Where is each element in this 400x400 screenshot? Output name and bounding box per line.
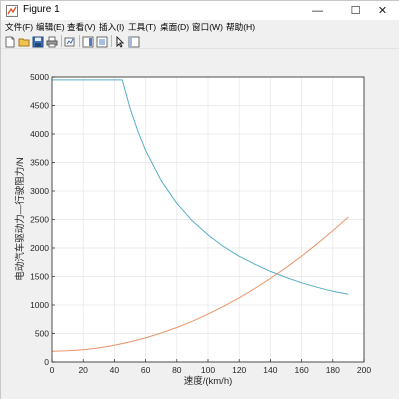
x-tick-label: 140 <box>263 365 277 375</box>
y-axis-label: 电动汽车驱动力—行驶阻力/N <box>14 157 26 281</box>
menu-bar: 文件(F) 编辑(E) 查看(V) 插入(I) 工具(T) 桌面(D) 窗口(W… <box>1 20 399 34</box>
axis-ticks: 0 20 40 60 80 100 120 140 160 180 2000500100015002… <box>30 72 371 375</box>
menu-edit[interactable]: 编辑(E) <box>36 22 65 32</box>
y-tick-label: 500 <box>35 329 49 339</box>
y-tick-label: 2000 <box>30 243 49 253</box>
close-button[interactable]: ✕ <box>377 5 388 17</box>
window-title: Figure 1 <box>23 4 60 15</box>
plot-tools-icon[interactable] <box>128 35 140 48</box>
x-tick-label: 200 <box>357 365 371 375</box>
minimize-button[interactable]: — <box>312 4 323 17</box>
y-tick-label: 3500 <box>30 158 49 168</box>
y-tick-label: 3000 <box>30 186 49 196</box>
print-icon[interactable] <box>46 35 58 48</box>
legend-icon[interactable] <box>96 35 108 48</box>
x-tick-label: 80 <box>172 365 182 375</box>
menu-window[interactable]: 窗口(W) <box>192 22 224 32</box>
line-chart[interactable]: 0 20 40 60 80 100 120 140 160 180 2000500100015002… <box>1 49 399 399</box>
save-icon[interactable] <box>32 35 44 48</box>
open-file-icon[interactable] <box>18 35 30 47</box>
y-tick-label: 4000 <box>30 129 49 139</box>
y-tick-label: 1500 <box>30 272 49 282</box>
y-tick-label: 1000 <box>30 300 49 310</box>
menu-insert[interactable]: 插入(I) <box>99 22 125 32</box>
link-plot-icon[interactable] <box>64 35 76 47</box>
x-tick-label: 60 <box>141 365 151 375</box>
title-bar[interactable]: Figure 1 — ☐ ✕ <box>1 1 399 20</box>
x-tick-label: 0 <box>50 365 55 375</box>
matlab-app-icon <box>6 4 18 17</box>
menu-file[interactable]: 文件(F) <box>5 22 34 32</box>
menu-desktop[interactable]: 桌面(D) <box>160 22 190 32</box>
x-tick-label: 120 <box>232 365 246 375</box>
x-tick-label: 180 <box>326 365 340 375</box>
toolbar-separator <box>79 35 80 47</box>
x-tick-label: 20 <box>78 365 88 375</box>
toolbar-separator <box>61 35 62 47</box>
maximize-button[interactable]: ☐ <box>350 5 361 17</box>
menu-help[interactable]: 帮助(H) <box>226 22 256 32</box>
colorbar-icon[interactable] <box>82 35 94 48</box>
resistance-line <box>51 216 349 352</box>
menu-tools[interactable]: 工具(T) <box>128 22 157 32</box>
x-tick-label: 40 <box>110 365 120 375</box>
drive-force-line <box>52 79 349 295</box>
menu-view[interactable]: 查看(V) <box>67 22 96 32</box>
x-tick-label: 100 <box>201 365 215 375</box>
pointer-icon[interactable] <box>114 35 126 48</box>
toolbar-separator <box>111 35 112 47</box>
y-tick-label: 0 <box>44 357 49 367</box>
x-tick-label: 160 <box>295 365 309 375</box>
figure-canvas: 0 20 40 60 80 100 120 140 160 180 200 0 500 1000 1500 2… <box>1 49 399 399</box>
y-tick-label: 4500 <box>30 101 49 111</box>
figure-toolbar <box>1 34 399 49</box>
plot-series <box>51 79 349 352</box>
new-figure-icon[interactable] <box>4 35 16 48</box>
y-tick-label: 2500 <box>30 215 49 225</box>
y-tick-label: 5000 <box>30 72 49 82</box>
x-axis-label: 速度/(km/h) <box>184 375 233 387</box>
